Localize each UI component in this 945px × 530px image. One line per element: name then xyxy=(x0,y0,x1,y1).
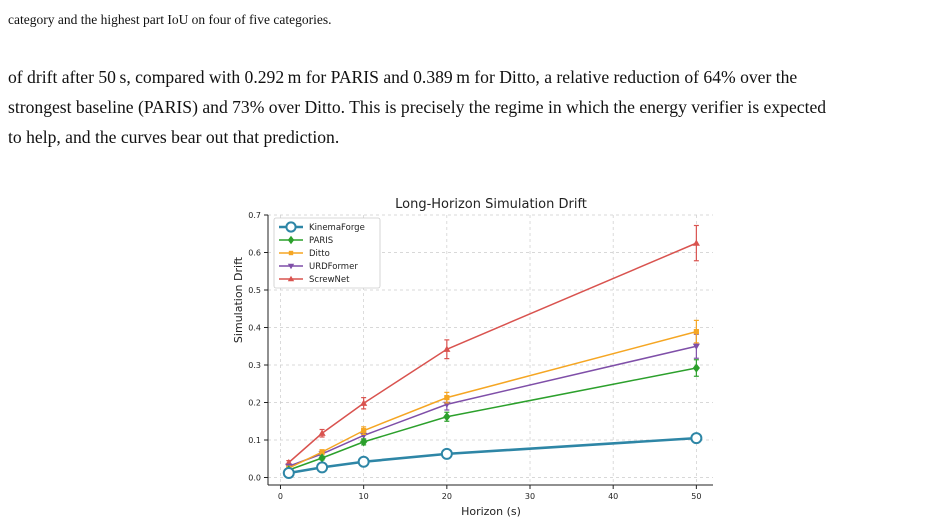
body-paragraph: of drift after 50 s, compared with 0.292… xyxy=(8,62,938,152)
series-line xyxy=(289,346,697,466)
y-tick-label: 0.7 xyxy=(248,211,261,220)
legend-label: KinemaForge xyxy=(309,223,365,233)
x-tick-label: 30 xyxy=(525,492,535,501)
legend-label: ScrewNet xyxy=(309,275,350,285)
data-point xyxy=(442,449,452,459)
data-point xyxy=(359,457,369,467)
y-tick-label: 0.4 xyxy=(248,324,261,333)
series-line xyxy=(289,438,697,473)
x-tick-label: 10 xyxy=(359,492,369,501)
caption-tail: category and the highest part IoU on fou… xyxy=(8,11,938,29)
x-tick-label: 20 xyxy=(442,492,452,501)
legend-label: URDFormer xyxy=(309,262,358,272)
y-axis-label: Simulation Drift xyxy=(232,256,245,343)
series-line xyxy=(289,368,697,470)
data-point xyxy=(693,363,700,372)
paragraph-line: strongest baseline (PARIS) and 73% over … xyxy=(8,92,938,122)
data-point xyxy=(691,433,701,443)
legend: KinemaForge PARIS Ditto URDFormer ScrewNet xyxy=(274,218,380,288)
figure: Long-Horizon Simulation Drift Horizon (s… xyxy=(0,190,945,525)
legend-label: PARIS xyxy=(309,236,333,246)
drift-chart: Long-Horizon Simulation Drift Horizon (s… xyxy=(0,190,945,525)
x-tick-label: 50 xyxy=(691,492,701,501)
data-point xyxy=(284,468,294,478)
data-point xyxy=(444,395,449,400)
series-paris xyxy=(285,360,700,475)
y-tick-label: 0.3 xyxy=(248,361,261,370)
paragraph-line: to help, and the curves bear out that pr… xyxy=(8,122,938,152)
data-point xyxy=(317,462,327,472)
data-point xyxy=(286,222,295,231)
y-tick-label: 0.6 xyxy=(248,249,261,258)
data-point xyxy=(289,251,293,255)
y-tick-label: 0.2 xyxy=(248,399,261,408)
series-urdformer xyxy=(285,334,700,470)
legend-label: Ditto xyxy=(309,249,330,259)
chart-title: Long-Horizon Simulation Drift xyxy=(395,197,587,212)
data-point xyxy=(693,240,700,246)
x-tick-label: 0 xyxy=(278,492,283,501)
x-axis-label: Horizon (s) xyxy=(461,505,521,518)
paragraph-line: of drift after 50 s, compared with 0.292… xyxy=(8,62,938,92)
y-tick-label: 0.1 xyxy=(248,436,261,445)
data-point xyxy=(361,428,366,433)
y-tick-label: 0.5 xyxy=(248,286,261,295)
data-point xyxy=(694,329,699,334)
data-point xyxy=(443,412,450,421)
y-tick-label: 0.0 xyxy=(248,474,261,483)
data-point xyxy=(360,437,367,446)
x-tick-label: 40 xyxy=(608,492,618,501)
